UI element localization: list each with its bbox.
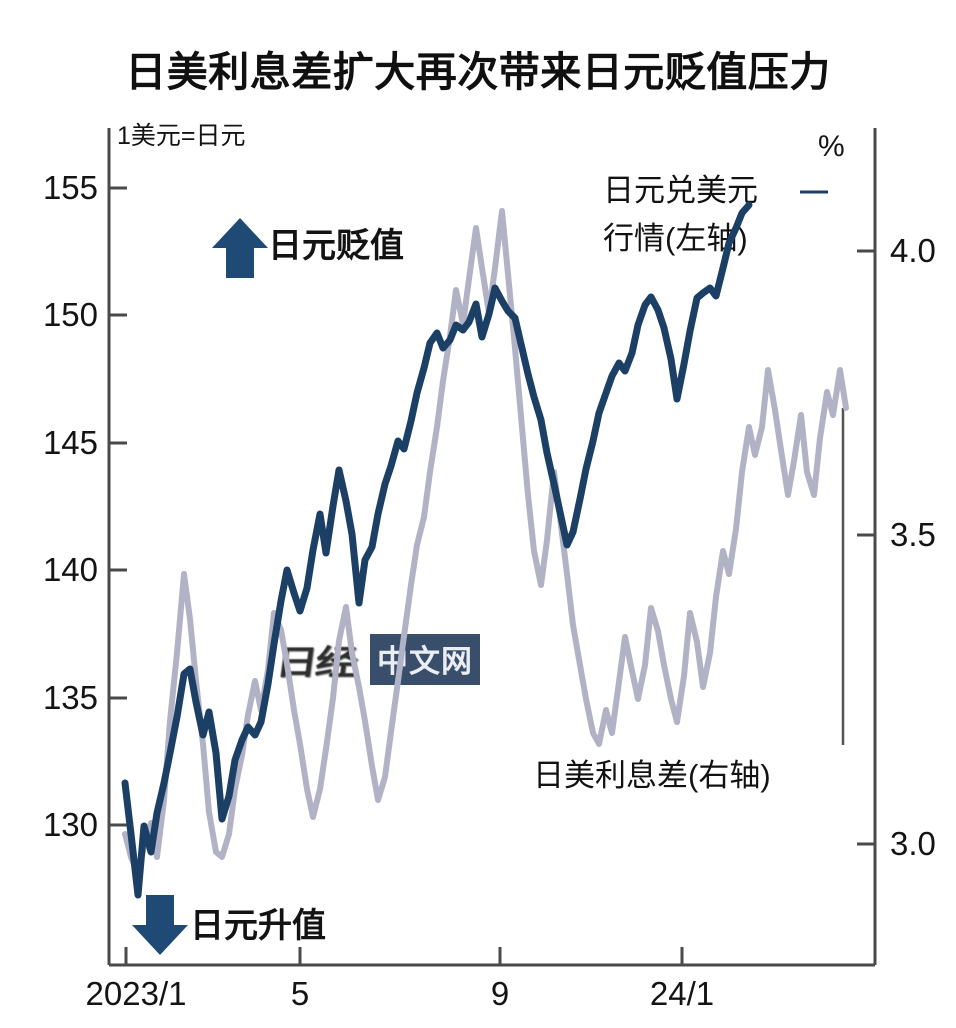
- axis-frame: [107, 128, 877, 967]
- x-tick-label: 9: [490, 975, 510, 1012]
- series-spread-label: 日美利息差(右轴): [533, 758, 771, 793]
- watermark-box-text: 中文网: [370, 633, 480, 685]
- x-tick-label: 2023/1: [85, 975, 187, 1012]
- right-axis-unit-label: %: [818, 130, 845, 163]
- left-tick-label: 155: [42, 169, 98, 206]
- right-tick-label: 3.0: [890, 825, 936, 862]
- left-tick-label: 150: [42, 296, 98, 333]
- left-tick-label: 140: [42, 551, 98, 588]
- yen-appreciation-label: 日元升值: [190, 907, 326, 945]
- series-usdjpy-label-line1: 日元兑美元: [603, 173, 758, 208]
- x-axis-ticks: [124, 947, 684, 965]
- right-tick-label: 3.5: [890, 516, 936, 553]
- right-tick-label: 4.0: [890, 232, 936, 269]
- left-axis-unit-label: 1美元=日元: [117, 122, 246, 150]
- left-tick-label: 145: [42, 424, 98, 461]
- yen-appreciation-arrow-icon: [132, 895, 188, 955]
- yen-depreciation-label: 日元贬值: [268, 227, 404, 265]
- left-tick-label: 130: [42, 806, 98, 843]
- left-tick-label: 135: [42, 679, 98, 716]
- series-usdjpy-label-line2: 行情(左轴): [603, 221, 748, 256]
- left-axis-ticks: [109, 186, 127, 827]
- x-tick-label: 5: [290, 975, 310, 1012]
- right-axis-ticks: [857, 249, 875, 846]
- series-usdjpy-line: [121, 201, 753, 899]
- x-tick-label: 24/1: [649, 975, 715, 1012]
- chart-title: 日美利息差扩大再次带来日元贬值压力: [125, 49, 831, 95]
- yen-depreciation-arrow-icon: [212, 218, 268, 278]
- watermark-nikkei-chinese: 日经 中文网: [273, 633, 480, 685]
